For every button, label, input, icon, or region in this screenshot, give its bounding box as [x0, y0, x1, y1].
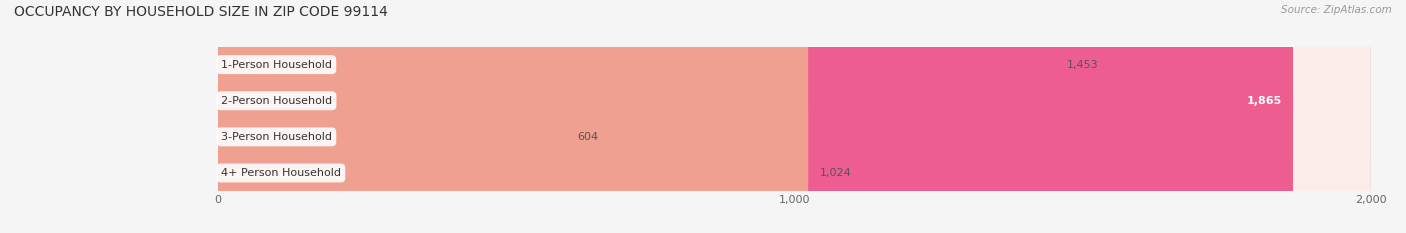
FancyBboxPatch shape: [218, 0, 1294, 233]
FancyBboxPatch shape: [218, 0, 1056, 233]
FancyBboxPatch shape: [218, 0, 1371, 233]
Text: 2-Person Household: 2-Person Household: [221, 96, 332, 106]
Text: 1,024: 1,024: [820, 168, 852, 178]
FancyBboxPatch shape: [218, 0, 567, 233]
Text: 3-Person Household: 3-Person Household: [221, 132, 332, 142]
Text: Source: ZipAtlas.com: Source: ZipAtlas.com: [1281, 5, 1392, 15]
Text: 1-Person Household: 1-Person Household: [221, 60, 332, 70]
Text: OCCUPANCY BY HOUSEHOLD SIZE IN ZIP CODE 99114: OCCUPANCY BY HOUSEHOLD SIZE IN ZIP CODE …: [14, 5, 388, 19]
FancyBboxPatch shape: [218, 0, 1371, 233]
FancyBboxPatch shape: [218, 0, 1371, 233]
Text: 604: 604: [578, 132, 599, 142]
Text: 1,453: 1,453: [1067, 60, 1098, 70]
Text: 4+ Person Household: 4+ Person Household: [221, 168, 340, 178]
FancyBboxPatch shape: [218, 0, 1371, 233]
Text: 1,865: 1,865: [1246, 96, 1281, 106]
FancyBboxPatch shape: [218, 0, 808, 233]
